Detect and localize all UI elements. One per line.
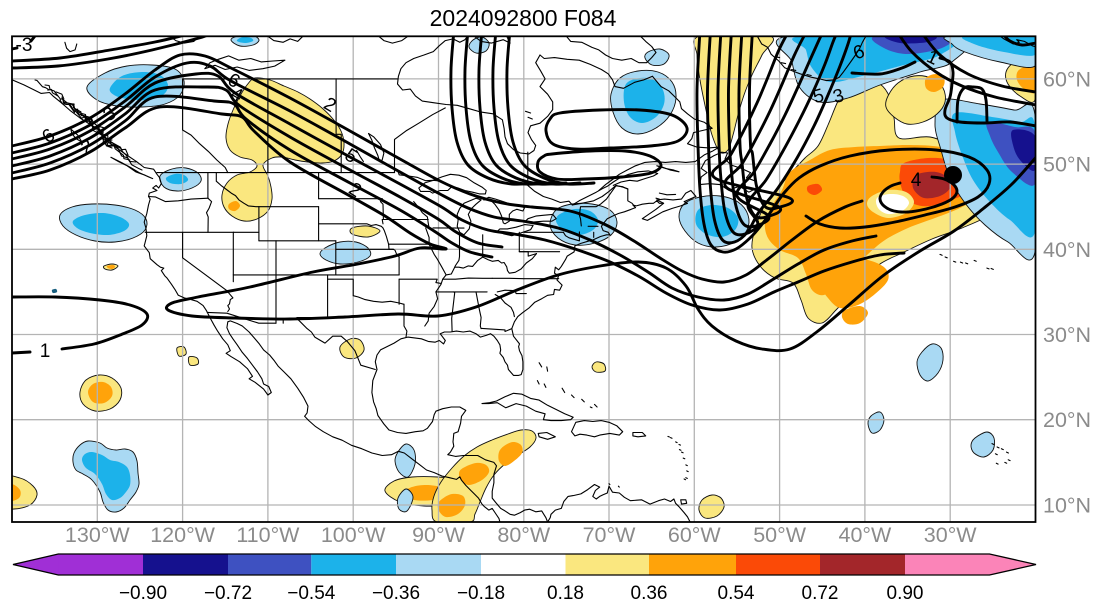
svg-text:0.72: 0.72 <box>802 583 839 604</box>
svg-text:100°W: 100°W <box>321 523 386 547</box>
svg-text:−0.90: −0.90 <box>119 583 167 604</box>
svg-text:110°W: 110°W <box>236 523 300 547</box>
svg-text:0.90: 0.90 <box>887 583 924 604</box>
svg-text:4: 4 <box>911 170 922 191</box>
svg-text:5: 5 <box>811 85 827 108</box>
svg-text:50°W: 50°W <box>753 523 807 547</box>
svg-text:80°W: 80°W <box>497 523 551 547</box>
svg-text:3: 3 <box>831 85 847 108</box>
svg-text:10°N: 10°N <box>1043 494 1091 518</box>
svg-text:1: 1 <box>40 341 51 362</box>
svg-text:2024092800 F084: 2024092800 F084 <box>430 5 617 31</box>
svg-text:30°W: 30°W <box>924 523 978 547</box>
svg-text:40°W: 40°W <box>838 523 892 547</box>
svg-text:30°N: 30°N <box>1043 323 1091 347</box>
svg-text:90°W: 90°W <box>412 523 466 547</box>
svg-text:120°W: 120°W <box>150 523 215 547</box>
svg-text:70°W: 70°W <box>583 523 637 547</box>
svg-text:−0.54: −0.54 <box>287 583 336 604</box>
svg-text:−0.36: −0.36 <box>372 583 420 604</box>
svg-text:60°N: 60°N <box>1043 67 1091 91</box>
svg-text:-3: -3 <box>16 35 33 56</box>
svg-text:−0.72: −0.72 <box>204 583 252 604</box>
svg-text:0.36: 0.36 <box>631 583 668 604</box>
svg-text:60°W: 60°W <box>668 523 722 547</box>
svg-text:20°N: 20°N <box>1043 408 1091 432</box>
svg-text:0.18: 0.18 <box>547 583 584 604</box>
svg-text:130°W: 130°W <box>65 523 130 547</box>
svg-text:−0.18: −0.18 <box>457 583 505 604</box>
svg-text:0.54: 0.54 <box>718 583 755 604</box>
svg-text:50°N: 50°N <box>1043 153 1091 177</box>
svg-text:40°N: 40°N <box>1043 238 1091 262</box>
